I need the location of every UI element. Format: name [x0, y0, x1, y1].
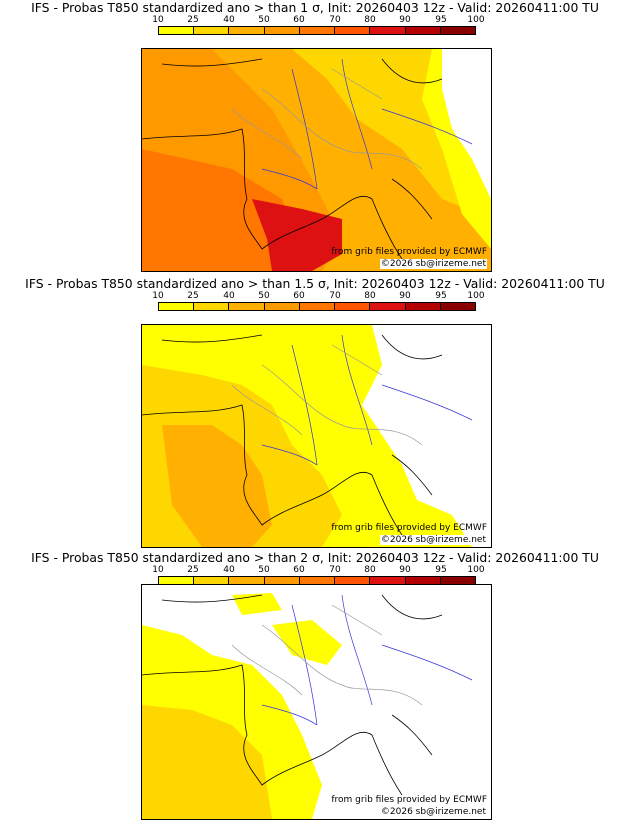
legend-swatch: [159, 27, 195, 34]
legend-label: 60: [293, 15, 305, 25]
legend-label: 100: [467, 15, 485, 25]
legend-label: 10: [152, 15, 164, 25]
legend-swatch: [405, 303, 441, 310]
legend-swatch: [194, 577, 230, 584]
credit-source: from grib files provided by ECMWF: [331, 523, 487, 533]
legend-labels: 10 25 40 50 60 70 80 90 95 100: [152, 291, 484, 302]
legend-label: 25: [187, 291, 199, 301]
legend-label: 70: [329, 291, 341, 301]
legend-swatch: [159, 577, 195, 584]
rivers: [261, 594, 473, 726]
map-canvas: [142, 585, 491, 819]
legend-swatch: [405, 27, 441, 34]
legend-label: 60: [293, 291, 305, 301]
legend-swatch: [299, 303, 336, 310]
legend-swatch: [335, 27, 371, 34]
legend-swatch: [299, 577, 336, 584]
panel-2-sigma: IFS - Probas T850 standardized ano > tha…: [0, 550, 630, 822]
legend-swatch: [194, 303, 230, 310]
legend-swatch: [229, 27, 265, 34]
legend-label: 10: [152, 291, 164, 301]
legend-label: 90: [399, 15, 411, 25]
map-canvas: [142, 325, 491, 547]
legend-swatch: [440, 27, 475, 34]
legend-labels: 10 25 40 50 60 70 80 90 95 100: [152, 15, 484, 26]
panel-1-sigma: IFS - Probas T850 standardized ano > tha…: [0, 0, 630, 272]
legend-colorbar: [158, 302, 476, 311]
coastline: [142, 334, 443, 536]
legend-label: 90: [399, 565, 411, 575]
legend-label: 40: [223, 15, 235, 25]
legend-swatch: [335, 577, 371, 584]
legend-label: 25: [187, 15, 199, 25]
borders: [231, 604, 423, 706]
probability-map: from grib files provided by ECMWF ©2026 …: [141, 324, 492, 548]
credit-copyright: ©2026 sb@irizeme.net: [379, 807, 487, 817]
color-legend: 10 25 40 50 60 70 80 90 95 100: [152, 15, 485, 36]
legend-label: 80: [364, 291, 376, 301]
legend-swatch: [440, 303, 475, 310]
credit-source: from grib files provided by ECMWF: [331, 247, 487, 257]
panel-1-5-sigma: IFS - Probas T850 standardized ano > tha…: [0, 276, 630, 548]
legend-label: 70: [329, 15, 341, 25]
legend-label: 10: [152, 565, 164, 575]
legend-label: 25: [187, 565, 199, 575]
legend-swatch: [370, 303, 406, 310]
legend-swatch: [264, 303, 300, 310]
map-canvas: [142, 49, 491, 271]
legend-swatch: [440, 577, 475, 584]
fill-lvl60: [142, 149, 302, 271]
legend-label: 50: [258, 15, 270, 25]
legend-swatch: [264, 577, 300, 584]
credit-copyright: ©2026 sb@irizeme.net: [379, 259, 487, 269]
legend-swatch: [264, 27, 300, 34]
panel-title: IFS - Probas T850 standardized ano > tha…: [25, 276, 605, 291]
borders: [231, 344, 423, 446]
legend-swatch: [299, 27, 336, 34]
legend-swatch: [229, 577, 265, 584]
rivers: [261, 58, 473, 190]
panel-title: IFS - Probas T850 standardized ano > tha…: [31, 550, 599, 565]
legend-label: 60: [293, 565, 305, 575]
legend-label: 80: [364, 15, 376, 25]
legend-label: 95: [435, 291, 447, 301]
legend-label: 70: [329, 565, 341, 575]
legend-label: 100: [467, 565, 485, 575]
fill-lvl25: [142, 705, 272, 819]
legend-label: 95: [435, 15, 447, 25]
legend-label: 90: [399, 291, 411, 301]
legend-swatch: [194, 27, 230, 34]
rivers: [261, 334, 473, 466]
legend-labels: 10 25 40 50 60 70 80 90 95 100: [152, 565, 484, 576]
credit-source: from grib files provided by ECMWF: [331, 795, 487, 805]
legend-swatch: [229, 303, 265, 310]
legend-label: 50: [258, 565, 270, 575]
credit-copyright: ©2026 sb@irizeme.net: [379, 535, 487, 545]
legend-label: 40: [223, 565, 235, 575]
legend-swatch: [159, 303, 195, 310]
legend-swatch: [335, 303, 371, 310]
panel-title: IFS - Probas T850 standardized ano > tha…: [31, 0, 599, 15]
coastline: [142, 594, 443, 796]
legend-label: 95: [435, 565, 447, 575]
legend-swatch: [370, 577, 406, 584]
legend-label: 40: [223, 291, 235, 301]
legend-label: 80: [364, 565, 376, 575]
legend-label: 100: [467, 291, 485, 301]
fill-white: [442, 49, 491, 199]
color-legend: 10 25 40 50 60 70 80 90 95 100: [152, 565, 485, 586]
probability-map: from grib files provided by ECMWF ©2026 …: [141, 48, 492, 272]
fill-lvl80: [252, 199, 342, 271]
probability-map: from grib files provided by ECMWF ©2026 …: [141, 584, 492, 820]
color-legend: 10 25 40 50 60 70 80 90 95 100: [152, 291, 485, 312]
legend-swatch: [405, 577, 441, 584]
legend-swatch: [370, 27, 406, 34]
borders: [231, 68, 423, 170]
legend-label: 50: [258, 291, 270, 301]
coastline: [142, 58, 443, 260]
legend-colorbar: [158, 26, 476, 35]
